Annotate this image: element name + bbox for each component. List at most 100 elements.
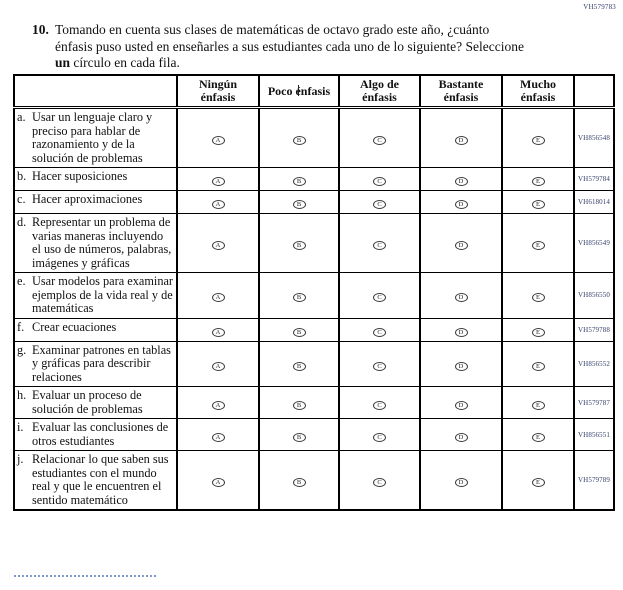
answer-bubble-poco-enfasis[interactable]: B [292,432,306,442]
answer-bubble-mucho-enfasis[interactable]: E [531,432,545,442]
header-ningun-enfasis: Ningún énfasis [176,74,260,109]
answer-bubble-poco-enfasis[interactable]: B [292,327,306,337]
answer-bubble-algo-de-enfasis[interactable]: C [373,200,386,209]
answer-bubble-ningun-enfasis[interactable]: A [211,200,225,209]
answer-bubble-bastante-enfasis[interactable]: D [454,432,468,442]
bubble-cell-poco-enfasis: B [258,418,340,451]
row-code: VH618014 [573,190,615,214]
answer-bubble-bastante-enfasis[interactable]: D [454,327,468,337]
bubble-cell-bastante-enfasis: D [419,167,503,191]
answer-bubble-algo-de-enfasis[interactable]: C [373,136,386,145]
row-label-cell: j. Relacionar lo que saben sus estudiant… [13,450,178,511]
answer-bubble-poco-enfasis[interactable]: B [292,478,306,487]
bubble-letter: E [536,479,540,486]
header-poco-enfasis-label: Poco énfasis [267,83,331,98]
answer-bubble-mucho-enfasis[interactable]: E [531,400,545,410]
answer-bubble-mucho-enfasis[interactable]: E [531,200,545,209]
answer-bubble-ningun-enfasis[interactable]: A [211,327,225,337]
row-code: VH579788 [573,317,615,342]
question-line-3-bold: un [55,55,71,70]
bubble-cell-algo-de-enfasis: C [338,340,421,387]
answer-bubble-ningun-enfasis[interactable]: A [211,478,225,487]
row-label: Hacer aproximaciones [32,192,143,206]
bubble-cell-algo-de-enfasis: C [338,107,421,168]
answer-bubble-poco-enfasis[interactable]: B [292,400,306,410]
row-label: Evaluar un proceso de solución de proble… [32,388,143,416]
answer-bubble-mucho-enfasis[interactable]: E [531,478,545,487]
answer-bubble-bastante-enfasis[interactable]: D [454,400,468,410]
answer-bubble-mucho-enfasis[interactable]: E [531,327,545,337]
answer-bubble-bastante-enfasis[interactable]: D [454,200,468,209]
answer-bubble-mucho-enfasis[interactable]: E [531,177,545,186]
bubble-cell-bastante-enfasis: D [419,272,503,319]
row-letter: j. [17,452,24,466]
bubble-cell-ningun-enfasis: A [176,213,260,273]
bubble-cell-poco-enfasis: B [258,317,340,342]
bubble-letter: B [296,362,302,370]
answer-bubble-bastante-enfasis[interactable]: D [454,177,468,186]
answer-bubble-algo-de-enfasis[interactable]: C [373,400,386,410]
row-code: VH579784 [573,167,615,191]
answer-bubble-bastante-enfasis[interactable]: D [454,136,468,145]
answer-bubble-algo-de-enfasis[interactable]: C [373,177,386,186]
bubble-letter: B [296,433,302,441]
bubble-cell-poco-enfasis: B [258,213,340,273]
bubble-cell-poco-enfasis: B [258,107,340,168]
answer-bubble-poco-enfasis[interactable]: B [292,136,306,145]
answer-bubble-ningun-enfasis[interactable]: A [211,361,225,371]
answer-bubble-algo-de-enfasis[interactable]: C [373,241,386,250]
bubble-letter: C [377,328,382,336]
bubble-cell-mucho-enfasis: E [501,450,575,511]
answer-bubble-poco-enfasis[interactable]: B [292,241,306,250]
answer-bubble-mucho-enfasis[interactable]: E [531,361,545,371]
answer-bubble-poco-enfasis[interactable]: B [292,200,306,209]
answer-bubble-bastante-enfasis[interactable]: D [454,361,468,371]
bubble-cell-poco-enfasis: B [258,167,340,191]
answer-bubble-algo-de-enfasis[interactable]: C [373,432,386,442]
bubble-letter: C [377,362,382,370]
bubble-cell-algo-de-enfasis: C [338,418,421,451]
answer-bubble-algo-de-enfasis[interactable]: C [373,293,386,303]
header-bastante-enfasis: Bastante énfasis [419,74,503,109]
question-line-1: Tomando en cuenta sus clases de matemáti… [55,22,490,37]
bubble-letter: D [458,178,464,185]
bubble-cell-algo-de-enfasis: C [338,272,421,319]
row-letter: e. [17,274,26,288]
bubble-cell-algo-de-enfasis: C [338,167,421,191]
answer-bubble-ningun-enfasis[interactable]: A [211,293,225,303]
bubble-cell-bastante-enfasis: D [419,386,503,419]
answer-bubble-mucho-enfasis[interactable]: E [531,293,545,303]
row-code: VH579787 [573,386,615,419]
answer-bubble-bastante-enfasis[interactable]: D [454,478,468,487]
table-row: f. Crear ecuaciones A B C D E VH579788 [13,317,615,342]
answer-bubble-algo-de-enfasis[interactable]: C [373,478,386,487]
row-code: VH579789 [573,450,615,511]
row-label-cell: b. Hacer suposiciones [13,167,178,191]
row-code: VH856551 [573,418,615,451]
row-label-cell: c. Hacer aproximaciones [13,190,178,214]
question-block: 10. Tomando en cuenta sus clases de mate… [32,22,583,72]
answer-bubble-mucho-enfasis[interactable]: E [531,136,545,145]
row-label-cell: d. Representar un problema de varias man… [13,213,178,273]
answer-bubble-poco-enfasis[interactable]: B [292,361,306,371]
bubble-cell-bastante-enfasis: D [419,190,503,214]
bubble-letter: A [215,137,221,144]
answer-bubble-bastante-enfasis[interactable]: D [454,293,468,303]
answer-bubble-ningun-enfasis[interactable]: A [211,136,225,145]
answer-bubble-algo-de-enfasis[interactable]: C [373,361,386,371]
row-label: Evaluar las conclusiones de otros estudi… [32,420,169,448]
answer-bubble-poco-enfasis[interactable]: B [292,177,306,186]
bubble-cell-ningun-enfasis: A [176,450,260,511]
table-row: g. Examinar patrones en tablas y gráfica… [13,340,615,387]
answer-bubble-ningun-enfasis[interactable]: A [211,177,225,186]
answer-bubble-poco-enfasis[interactable]: B [292,293,306,303]
answer-bubble-bastante-enfasis[interactable]: D [454,241,468,250]
bubble-cell-ningun-enfasis: A [176,167,260,191]
answer-bubble-mucho-enfasis[interactable]: E [531,241,545,250]
answer-bubble-ningun-enfasis[interactable]: A [211,400,225,410]
answer-bubble-ningun-enfasis[interactable]: A [211,241,225,250]
answer-bubble-ningun-enfasis[interactable]: A [211,432,225,442]
answer-bubble-algo-de-enfasis[interactable]: C [373,327,386,337]
question-line-2: énfasis puso usted en enseñarles a sus e… [55,38,524,54]
bubble-letter: E [536,328,540,336]
